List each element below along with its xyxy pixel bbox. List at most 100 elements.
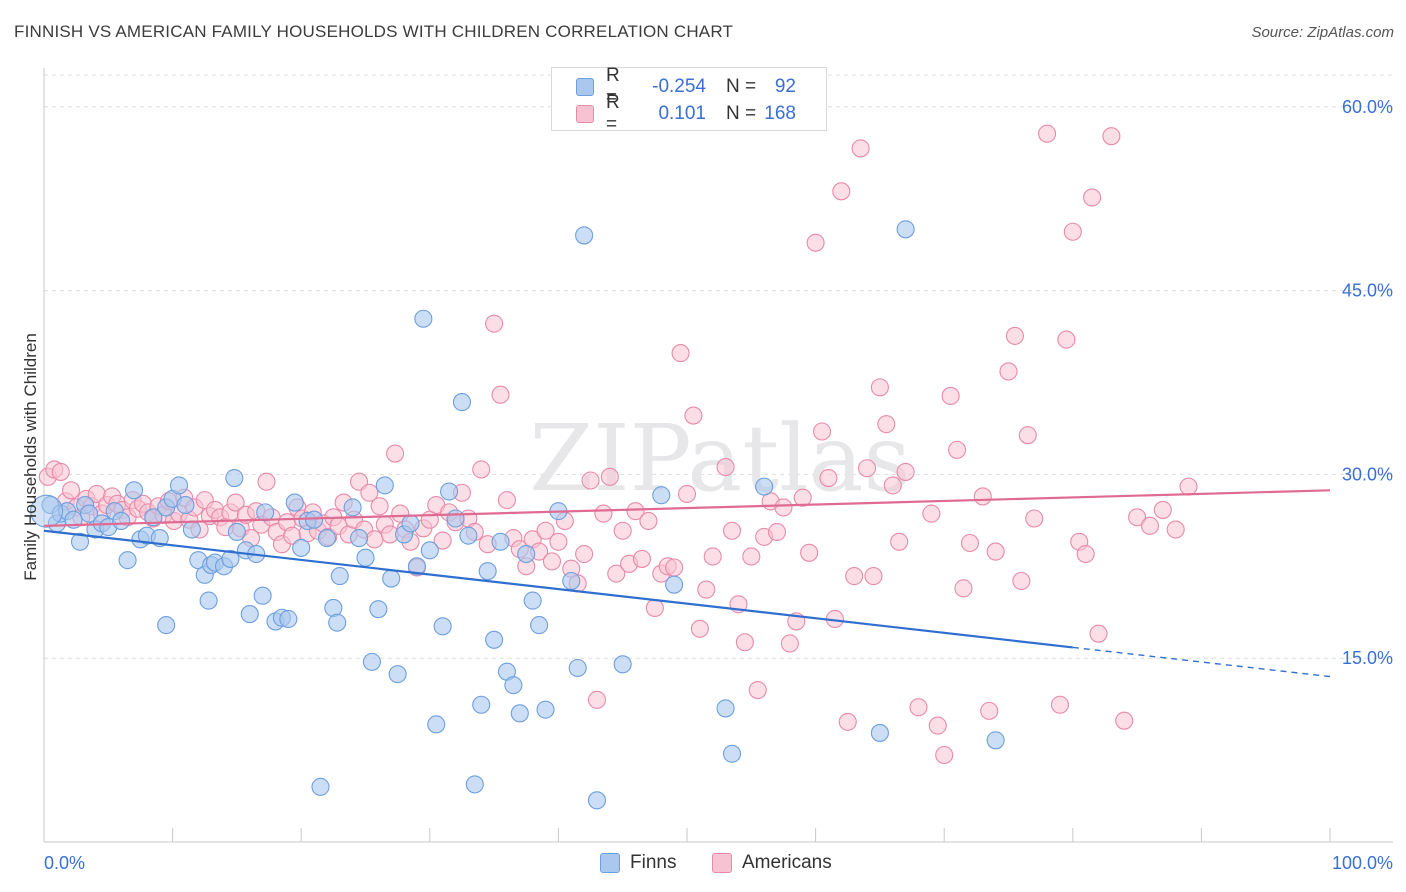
americans-point — [536, 521, 555, 540]
finns-point — [465, 775, 484, 794]
source-label: Source: ZipAtlas.com — [1251, 24, 1394, 41]
finns-legend-label: Finns — [630, 852, 677, 873]
finns-point — [452, 393, 472, 412]
americans-point — [986, 542, 1005, 561]
americans-point — [1179, 477, 1198, 496]
americans-point — [61, 481, 81, 500]
americans-point — [665, 558, 684, 577]
finns-point — [225, 469, 244, 488]
americans-point — [1140, 516, 1160, 535]
americans-point — [999, 362, 1018, 381]
americans-point — [845, 567, 864, 586]
legend-item-finns: Finns — [600, 852, 676, 874]
finns-point — [30, 494, 64, 528]
americans-point — [1128, 508, 1147, 527]
americans-point — [607, 564, 626, 583]
y-tick-label: 60.0% — [1342, 97, 1393, 117]
finns-point — [176, 495, 195, 515]
americans-point — [1057, 330, 1076, 349]
americans-point — [350, 472, 369, 491]
finns-point — [530, 616, 549, 635]
americans-point — [767, 522, 787, 542]
finns-point — [716, 699, 735, 718]
x-tick-label-max: 100.0% — [1332, 853, 1393, 873]
americans-point — [896, 462, 915, 481]
americans-point — [857, 459, 877, 478]
americans-point — [485, 314, 504, 333]
americans-point — [774, 498, 793, 517]
finns-point — [562, 571, 581, 591]
finns-point — [112, 511, 131, 530]
finns-point — [227, 522, 246, 542]
americans-point — [832, 182, 851, 201]
finns-point — [279, 609, 298, 629]
finns-point — [568, 658, 587, 678]
americans-point — [613, 521, 632, 540]
finns-point — [305, 510, 324, 529]
americans-point — [851, 139, 870, 158]
finns-point — [575, 226, 594, 245]
finns-point — [517, 544, 536, 564]
finns-point — [472, 695, 491, 714]
americans-n-value: 168 — [764, 103, 796, 124]
finns-r-value: -0.254 — [652, 76, 706, 97]
finns-point — [587, 791, 607, 810]
americans-point — [677, 484, 697, 504]
americans-point — [973, 487, 992, 506]
americans-point — [954, 579, 973, 598]
finns-point — [256, 503, 275, 522]
finns-point — [613, 655, 632, 674]
y-axis-title: Family Households with Children — [21, 333, 40, 581]
finns-point — [407, 557, 426, 576]
americans-point — [472, 460, 491, 479]
finns-point — [459, 526, 478, 545]
finns-point — [362, 652, 381, 671]
finns-point — [311, 777, 330, 796]
finns-point — [124, 481, 144, 500]
finns-trendline-extension — [1072, 646, 1331, 678]
americans-point — [748, 681, 767, 700]
y-tick-label: 30.0% — [1342, 464, 1393, 484]
finns-point — [478, 562, 497, 581]
finns-point — [388, 665, 407, 684]
americans-point — [491, 385, 510, 404]
watermark: ZIPatlas — [529, 405, 910, 512]
americans-point — [883, 476, 902, 495]
americans-point — [1063, 222, 1082, 241]
americans-point — [922, 504, 941, 523]
y-tick-label: 45.0% — [1342, 281, 1393, 301]
americans-point — [257, 472, 276, 491]
finns-point — [169, 476, 189, 495]
finns-point — [328, 613, 347, 632]
americans-point — [1076, 544, 1095, 564]
americans-point — [980, 701, 999, 720]
americans-point — [433, 531, 452, 550]
finns-point — [491, 532, 510, 551]
americans-point — [864, 567, 883, 586]
finns-point — [317, 529, 336, 548]
y-tick-label: 15.0% — [1342, 648, 1393, 668]
americans-point — [793, 488, 812, 507]
americans-point — [1050, 695, 1069, 714]
americans-point — [1012, 571, 1031, 591]
finns-point — [536, 700, 555, 719]
americans-swatch — [576, 105, 594, 123]
americans-point — [742, 547, 761, 566]
finns-legend-swatch — [600, 853, 620, 873]
americans-point — [360, 483, 379, 502]
finns-point — [144, 508, 163, 527]
americans-point — [639, 511, 658, 530]
americans-point — [1115, 711, 1134, 730]
americans-point — [645, 598, 664, 617]
americans-point — [890, 532, 909, 551]
finns-point — [420, 541, 439, 560]
americans-legend-label: Americans — [742, 852, 832, 873]
finns-point — [118, 551, 137, 570]
series-legend: Finns Americans — [0, 852, 1406, 878]
finns-points — [30, 220, 1005, 810]
americans-point — [1153, 500, 1172, 519]
americans-point — [812, 422, 832, 441]
finns-point — [79, 504, 99, 523]
finns-point — [986, 731, 1005, 750]
americans-point — [365, 530, 384, 549]
